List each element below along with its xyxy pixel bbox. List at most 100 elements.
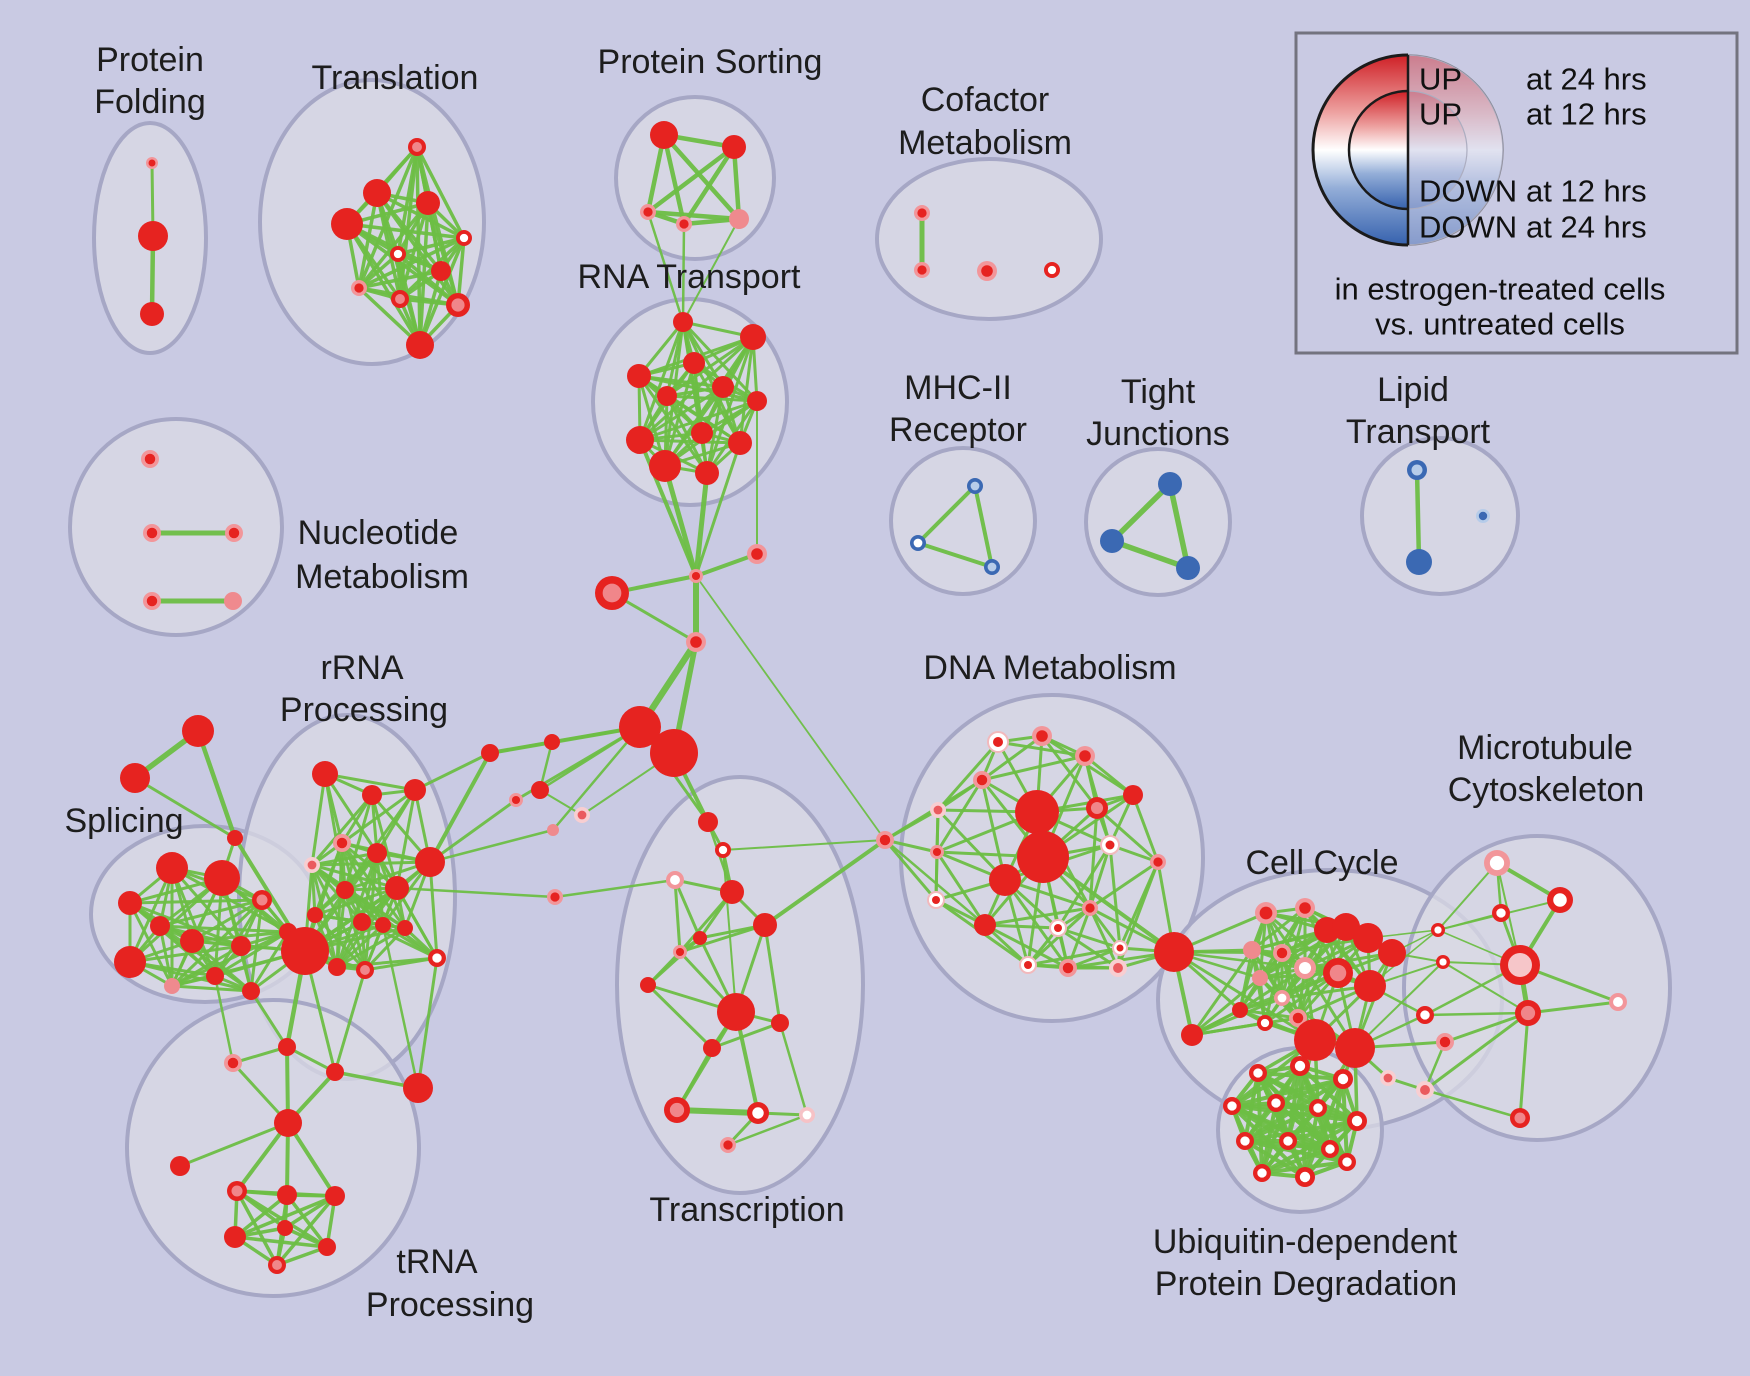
node-sp4-core [690,636,702,648]
edge-tnB-sl9 [213,974,235,1065]
node-sl11 [242,982,260,1000]
edge-mh1-mh3 [973,484,994,569]
node-t5 [456,230,472,246]
edge-hub-c9 [1172,950,1307,970]
node-rr4-core [336,837,348,849]
edge-t3-t10 [426,201,460,307]
legend-caption-line1: in estrogen-treated cells [1335,272,1666,307]
node-sl3-outer [118,891,142,915]
node-sl6-outer [180,929,204,953]
label-cofactor-metabolism-line2: Metabolism [898,124,1072,162]
node-d21 [1109,959,1127,977]
node-d13 [989,864,1021,896]
edge-tc10-tc11 [710,1021,782,1050]
legend-wheel-outer-arc [1311,53,1409,247]
node-rr5-core [307,860,317,870]
node-rr3-outer [404,779,426,801]
edge-i2-mt5 [1442,961,1529,1014]
node-sp4 [686,632,706,652]
edge-i4-mt5 [1443,1011,1530,1044]
node-mt1-core [1489,855,1505,871]
node-c5-outer [1353,923,1383,953]
edge-rr15-tnC [333,968,367,1074]
node-n1 [227,1181,247,1201]
edge-sl4-sl6 [190,898,264,943]
node-c6 [1378,939,1406,967]
node-d12-core [1153,857,1163,867]
node-sp2 [689,569,703,583]
node-d5-core [933,805,943,815]
node-c12 [1252,970,1268,986]
edge-tc3-tc6 [673,878,682,954]
node-dnc-core [879,834,891,846]
node-rt9 [626,426,654,454]
label-rna-transport-line1: RNA Transport [578,258,802,296]
node-rt11-outer [649,450,681,482]
node-u13 [1338,1153,1356,1171]
edge-rr3-rr4 [340,788,417,845]
node-t10 [446,293,470,317]
edge-rt1-rt7 [681,320,759,403]
node-tr2-outer [120,763,150,793]
node-rr7 [385,876,409,900]
node-d1-core [993,737,1003,747]
node-lp2-outer [1406,549,1432,575]
node-n5-outer [318,1238,336,1256]
node-d4-core [976,774,988,786]
node-d16-core [1085,903,1095,913]
node-c16 [1289,1009,1307,1027]
node-nm2 [143,524,161,542]
node-t10-core [451,298,465,312]
label-dna-metabolism-line1: DNA Metabolism [923,649,1176,687]
edge-dnc-d14 [883,838,938,902]
legend-time-2: at 12 hrs [1526,97,1647,132]
node-rt10-outer [728,431,752,455]
node-sn2 [531,781,549,799]
node-u8 [1236,1132,1254,1150]
edge-n3-n6 [275,1194,337,1267]
node-u6 [1309,1099,1327,1117]
node-rt2-outer [740,324,766,350]
node-tr1-outer [182,715,214,747]
node-d9 [930,845,944,859]
node-ps5 [729,209,749,229]
node-t7-outer [431,261,451,281]
node-sl10 [164,978,180,994]
legend-caption-line2: vs. untreated cells [1375,307,1625,342]
edge-t6-t8 [357,252,400,290]
node-tj1 [1158,472,1182,496]
edge-sn1-m1 [488,740,554,755]
node-mt4 [1500,945,1540,985]
edge-tc8-tc10 [763,923,782,1025]
node-d5 [930,802,946,818]
node-c7-outer [1243,941,1261,959]
edge-sl1-sl9 [170,866,217,978]
node-i5-core [1383,1073,1393,1083]
node-tc9-outer [717,993,755,1031]
label-translation-line1: Translation [312,59,479,97]
node-d13-outer [989,864,1021,896]
node-u10-core [1325,1144,1335,1154]
node-sp1-core [751,548,763,560]
label-lipid-transport-line2: Transport [1346,413,1491,451]
node-sn1-outer [544,734,560,750]
node-sl4-core [256,894,268,906]
node-u4-core [1227,1101,1237,1111]
node-mt1 [1484,850,1510,876]
node-rt8-outer [691,422,713,444]
node-i3 [1416,1006,1434,1024]
edge-ps2-ps4 [681,144,737,227]
node-u4 [1223,1097,1241,1115]
node-d20-core [1062,962,1074,974]
node-u1-core [1253,1068,1263,1078]
node-c13 [1274,990,1290,1006]
node-t6 [390,246,406,262]
node-nm1 [141,450,159,468]
node-g1-outer [619,706,661,748]
node-c1 [1255,902,1277,924]
edge-c14-c16 [1238,1008,1300,1020]
edge-u10-u11 [1260,1147,1332,1175]
node-mt5 [1515,1000,1541,1026]
node-sl8 [114,946,146,978]
node-u13-core [1342,1157,1352,1167]
